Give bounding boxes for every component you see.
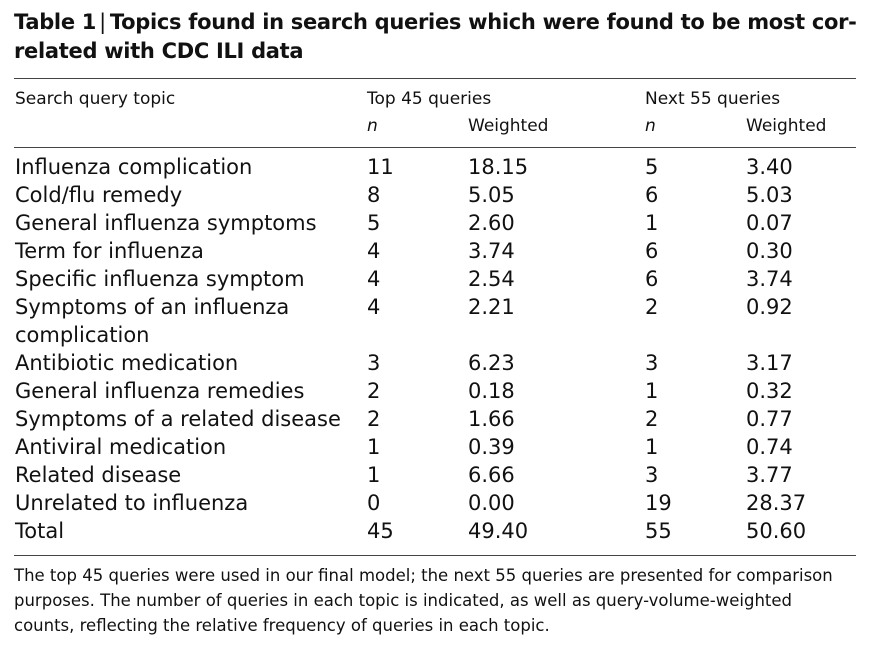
next-weighted-cell: 0.30 (746, 239, 793, 263)
top-n-cell: 3 (367, 351, 381, 375)
topic-cell: General influenza symptoms (15, 211, 317, 235)
next-n-cell: 19 (645, 491, 672, 515)
header-next-weighted: Weighted (746, 116, 827, 136)
next-n-cell: 1 (645, 435, 659, 459)
next-n-cell: 55 (645, 519, 672, 543)
top-weighted-cell: 18.15 (468, 155, 529, 179)
next-weighted-cell: 28.37 (746, 491, 807, 515)
top-n-cell: 4 (367, 239, 381, 263)
table-caption: Table 1 | Topics found in search queries w… (14, 8, 864, 66)
topic-cell: Antiviral medication (15, 435, 227, 459)
top-weighted-cell: 0.00 (468, 491, 515, 515)
top-weighted-cell: 49.40 (468, 519, 529, 543)
next-n-cell: 6 (645, 239, 659, 263)
top-weighted-cell: 6.66 (468, 463, 515, 487)
topic-cell: Symptoms of an influenza complication (15, 295, 290, 347)
top-weighted-cell: 0.39 (468, 435, 515, 459)
top-n-cell: 4 (367, 267, 381, 291)
top-n-cell: 45 (367, 519, 394, 543)
next-weighted-cell: 50.60 (746, 519, 807, 543)
top-weighted-cell: 2.60 (468, 211, 515, 235)
topic-cell: Specific influenza symptom (15, 267, 305, 291)
next-n-cell: 2 (645, 295, 659, 319)
topic-cell: Related disease (15, 463, 182, 487)
next-weighted-cell: 0.32 (746, 379, 793, 403)
top-weighted-cell: 1.66 (468, 407, 515, 431)
header-top-n: n (367, 116, 378, 136)
next-weighted-cell: 3.77 (746, 463, 793, 487)
top-rule (14, 78, 856, 79)
top-weighted-cell: 2.54 (468, 267, 515, 291)
top-n-cell: 0 (367, 491, 381, 515)
next-n-cell: 1 (645, 211, 659, 235)
next-n-cell: 2 (645, 407, 659, 431)
top-n-cell: 8 (367, 183, 381, 207)
top-n-cell: 2 (367, 407, 381, 431)
topic-cell: Term for influenza (15, 239, 204, 263)
next-n-cell: 3 (645, 351, 659, 375)
topic-cell: Cold/flu remedy (15, 183, 183, 207)
top-n-cell: 5 (367, 211, 381, 235)
header-topic: Search query topic (15, 89, 176, 109)
next-weighted-cell: 0.77 (746, 407, 793, 431)
topic-cell: Symptoms of a related disease (15, 407, 341, 431)
topic-cell: Total (15, 519, 65, 543)
top-weighted-cell: 3.74 (468, 239, 515, 263)
next-n-cell: 6 (645, 183, 659, 207)
caption-separator: | (99, 10, 106, 34)
top-n-cell: 1 (367, 435, 381, 459)
table-label: Table 1 (14, 10, 97, 34)
top-n-cell: 11 (367, 155, 394, 179)
next-weighted-cell: 0.07 (746, 211, 793, 235)
header-rule (14, 147, 856, 148)
topic-cell: Antibiotic medication (15, 351, 239, 375)
top-weighted-cell: 6.23 (468, 351, 515, 375)
top-n-cell: 2 (367, 379, 381, 403)
next-n-cell: 1 (645, 379, 659, 403)
next-n-cell: 6 (645, 267, 659, 291)
next-n-cell: 5 (645, 155, 659, 179)
next-weighted-cell: 5.03 (746, 183, 793, 207)
next-weighted-cell: 0.74 (746, 435, 793, 459)
bottom-rule (14, 555, 856, 556)
top-weighted-cell: 5.05 (468, 183, 515, 207)
next-weighted-cell: 3.74 (746, 267, 793, 291)
next-weighted-cell: 0.92 (746, 295, 793, 319)
top-weighted-cell: 2.21 (468, 295, 515, 319)
topic-cell: Unrelated to influenza (15, 491, 249, 515)
top-weighted-cell: 0.18 (468, 379, 515, 403)
header-next-55: Next 55 queries (645, 89, 781, 109)
header-top-45: Top 45 queries (367, 89, 492, 109)
table-footnote: The top 45 queries were used in our fina… (14, 566, 833, 635)
top-n-cell: 4 (367, 295, 381, 319)
top-n-cell: 1 (367, 463, 381, 487)
header-next-n: n (645, 116, 656, 136)
next-weighted-cell: 3.17 (746, 351, 793, 375)
topic-cell: General influenza remedies (15, 379, 305, 403)
next-n-cell: 3 (645, 463, 659, 487)
next-weighted-cell: 3.40 (746, 155, 793, 179)
header-top-weighted: Weighted (468, 116, 549, 136)
table-title: Topics found in search queries which wer… (14, 10, 857, 63)
topic-cell: Influenza complication (15, 155, 253, 179)
